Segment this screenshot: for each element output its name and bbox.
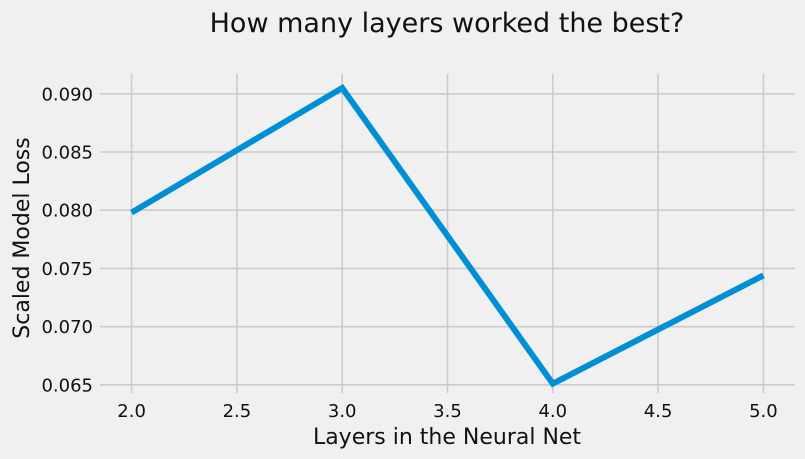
x-tick-label: 4.5 [644, 401, 673, 422]
tick-labels: 2.0 2.5 3.0 3.5 4.0 4.5 5.0 0.065 0.070 0.075 0.08… [41, 84, 777, 422]
y-tick-label: 0.065 [41, 375, 93, 396]
y-tick-label: 0.075 [41, 259, 93, 280]
x-tick-label: 2.5 [223, 401, 252, 422]
x-tick-label: 4.0 [538, 401, 567, 422]
y-tick-label: 0.090 [41, 84, 93, 105]
series-layer [130, 83, 765, 388]
y-tick-label: 0.085 [41, 143, 93, 164]
y-tick-label: 0.070 [41, 317, 93, 338]
x-axis-label: Layers in the Neural Net [313, 425, 581, 450]
x-tick-label: 2.0 [117, 401, 146, 422]
y-axis-label: Scaled Model Loss [10, 137, 35, 338]
series-line [130, 83, 765, 388]
y-tick-label: 0.080 [41, 201, 93, 222]
x-tick-label: 5.0 [749, 401, 778, 422]
chart-title: How many layers worked the best? [210, 8, 685, 39]
grid-lines [100, 74, 795, 393]
x-tick-label: 3.5 [433, 401, 462, 422]
x-tick-label: 3.0 [328, 401, 357, 422]
